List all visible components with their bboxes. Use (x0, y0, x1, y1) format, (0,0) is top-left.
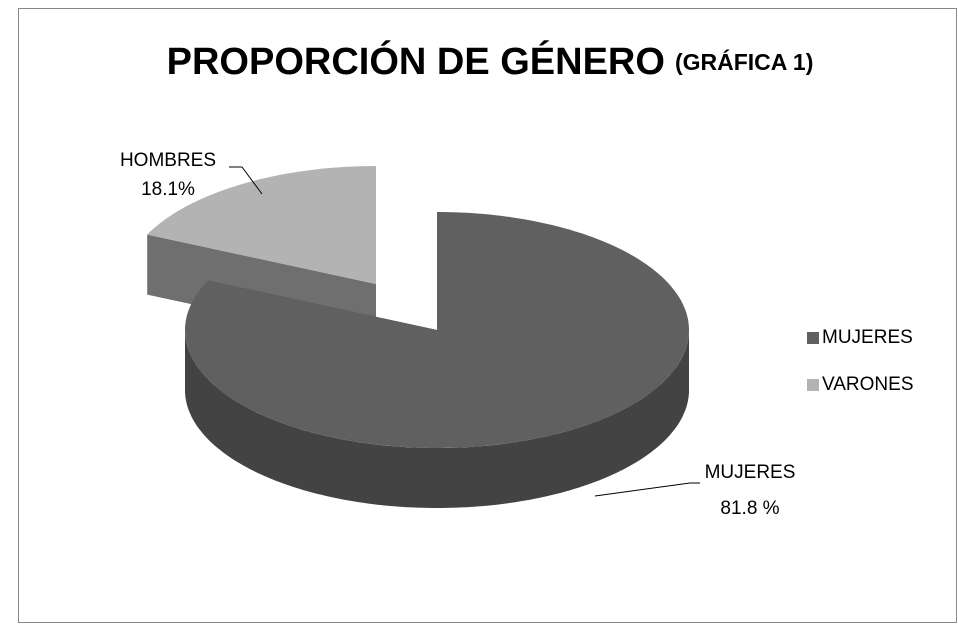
legend-swatch (807, 332, 819, 344)
data-label-name: HOMBRES (120, 150, 216, 171)
slice (147, 166, 376, 284)
legend-swatch (807, 379, 819, 391)
chart-title-line: PROPORCIÓN DE GÉNERO (GRÁFICA 1) (167, 39, 814, 83)
slice (185, 212, 689, 448)
data-label: 18.1% (141, 179, 195, 200)
leader-line (229, 166, 263, 195)
data-label-name: MUJERES (705, 462, 796, 483)
chart-title: PROPORCIÓN DE GÉNERO (167, 39, 665, 83)
data-label: 81.8 % (720, 498, 779, 519)
leader-line (594, 482, 700, 497)
slice-side (185, 330, 689, 508)
legend-label: MUJERES (822, 327, 913, 348)
chart-subtitle: (GRÁFICA 1) (675, 48, 813, 75)
legend-label: VARONES (822, 374, 914, 395)
